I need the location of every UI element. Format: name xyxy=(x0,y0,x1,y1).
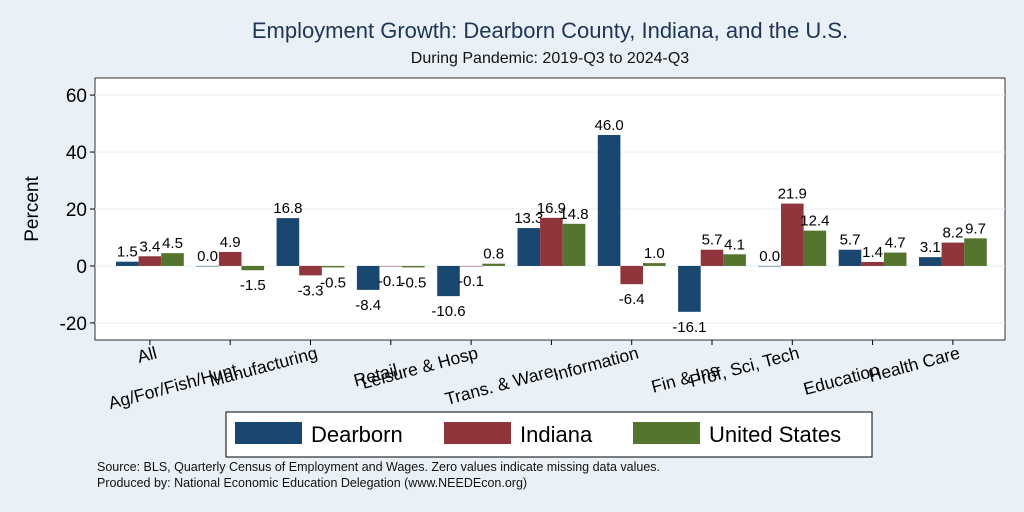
chart-subtitle: During Pandemic: 2019-Q3 to 2024-Q3 xyxy=(410,50,690,67)
bar-indiana xyxy=(781,203,804,266)
bar-indiana xyxy=(700,249,724,266)
bar-united-states xyxy=(562,223,586,266)
data-label: 8.2 xyxy=(942,225,963,242)
data-label: -3.3 xyxy=(298,282,324,299)
legend-label: Indiana xyxy=(520,422,593,447)
bar-dearborn xyxy=(356,265,380,290)
data-label: 14.8 xyxy=(559,206,588,223)
data-label: 1.4 xyxy=(862,244,883,261)
x-tick-label: All xyxy=(135,343,159,367)
data-label: 4.5 xyxy=(162,235,183,252)
y-tick-label: 20 xyxy=(66,200,87,221)
bar-united-states xyxy=(723,254,746,266)
bar-dearborn xyxy=(678,265,701,312)
bar-indiana xyxy=(299,265,322,276)
bar-united-states xyxy=(964,238,987,266)
bar-united-states xyxy=(241,265,265,271)
bar-dearborn xyxy=(116,261,139,266)
bar-indiana xyxy=(379,265,403,267)
bar-indiana xyxy=(218,252,242,266)
y-tick-label: 60 xyxy=(66,86,87,107)
legend-swatch-united-states xyxy=(633,422,700,444)
bar-dearborn xyxy=(758,265,781,267)
data-label: 1.5 xyxy=(117,244,138,261)
data-label: 21.9 xyxy=(778,186,807,203)
bar-indiana xyxy=(941,242,965,266)
bar-dearborn xyxy=(276,218,300,266)
bar-dearborn xyxy=(517,228,541,266)
x-tick-label: Manufacturing xyxy=(207,343,319,391)
x-tick-label: Health Care xyxy=(867,343,962,386)
bar-united-states xyxy=(161,253,184,266)
data-label: -8.4 xyxy=(355,297,381,314)
produced-by-note: Produced by: National Economic Education… xyxy=(97,476,528,490)
bar-indiana xyxy=(138,256,162,266)
data-label: 0.0 xyxy=(759,248,780,265)
bar-indiana xyxy=(459,265,483,267)
data-label: 0.0 xyxy=(197,248,218,265)
data-label: -1.5 xyxy=(240,277,266,294)
bar-united-states xyxy=(883,252,907,266)
bar-indiana xyxy=(540,217,563,266)
legend-swatch-dearborn xyxy=(235,422,302,444)
bar-united-states xyxy=(803,230,827,266)
data-label: 4.7 xyxy=(885,235,906,252)
data-label: 9.7 xyxy=(965,220,986,237)
data-label: 3.4 xyxy=(139,238,160,255)
legend-box xyxy=(225,411,873,458)
y-tick-label: 0 xyxy=(76,257,87,278)
data-label: 4.1 xyxy=(724,236,745,253)
data-label: -6.4 xyxy=(619,291,645,308)
bar-united-states xyxy=(482,263,505,266)
y-axis-title: Percent xyxy=(22,176,43,242)
bar-indiana xyxy=(620,265,643,285)
bar-united-states xyxy=(321,265,345,268)
chart-title: Employment Growth: Dearborn County, Indi… xyxy=(251,18,849,43)
bar-indiana xyxy=(861,261,884,266)
x-tick-label: Information xyxy=(551,343,641,385)
legend-label: United States xyxy=(709,422,841,447)
source-note: Source: BLS, Quarterly Census of Employm… xyxy=(97,460,661,474)
data-label: 12.4 xyxy=(800,213,829,230)
data-label: -0.1 xyxy=(458,273,484,290)
bar-dearborn xyxy=(196,265,219,267)
data-label: -10.6 xyxy=(431,303,465,320)
data-label: 16.8 xyxy=(273,200,302,217)
bar-dearborn xyxy=(838,249,862,266)
x-tick-label: Prof, Sci, Tech xyxy=(687,343,801,391)
data-label: 13.3 xyxy=(514,210,543,227)
y-tick-label: 40 xyxy=(66,143,87,164)
legend-label: Dearborn xyxy=(311,422,403,447)
data-label: 5.7 xyxy=(702,232,723,249)
y-tick-label: -20 xyxy=(60,314,87,335)
data-label: 5.7 xyxy=(840,232,861,249)
bar-dearborn xyxy=(597,134,621,266)
data-label: -0.5 xyxy=(320,274,346,291)
data-label: -0.1 xyxy=(378,273,404,290)
data-label: 0.8 xyxy=(483,246,504,263)
bar-dearborn xyxy=(919,257,942,266)
bar-united-states xyxy=(402,265,425,268)
data-label: 16.9 xyxy=(537,200,566,217)
bar-united-states xyxy=(643,263,666,266)
bar-dearborn xyxy=(437,265,460,297)
data-label: 4.9 xyxy=(220,234,241,251)
data-label: -0.5 xyxy=(400,274,426,291)
data-label: 3.1 xyxy=(920,239,941,256)
data-label: -16.1 xyxy=(672,319,706,336)
data-label: 1.0 xyxy=(644,245,665,262)
data-label: 46.0 xyxy=(594,117,623,134)
legend-swatch-indiana xyxy=(444,422,511,444)
